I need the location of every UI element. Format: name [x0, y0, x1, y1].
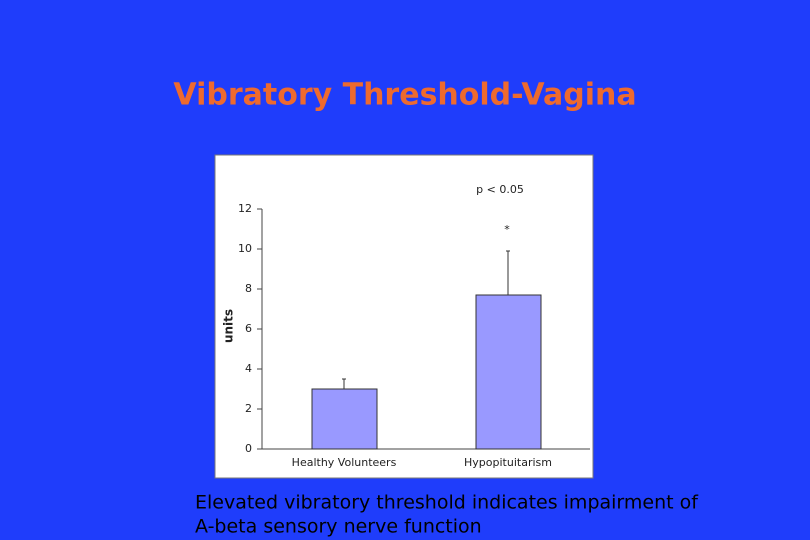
caption-line: Elevated vibratory threshold indicates i… [195, 492, 699, 514]
bar [311, 388, 378, 450]
y-tick-label: 0 [245, 442, 252, 455]
y-tick-label: 4 [245, 362, 252, 375]
y-tick-label: 10 [238, 242, 252, 255]
caption-line: A-beta sensory nerve function [195, 516, 482, 538]
chart-title: Vibratory Threshold-Vagina [173, 78, 636, 113]
y-tick-label: 6 [245, 322, 252, 335]
x-tick-label: Healthy Volunteers [292, 456, 397, 469]
annotation: * [504, 223, 510, 236]
bar [475, 294, 542, 450]
y-axis-label: units [222, 309, 236, 343]
y-tick-label: 2 [245, 402, 252, 415]
annotation: p < 0.05 [476, 183, 524, 196]
x-tick-label: Hypopituitarism [464, 456, 552, 469]
y-tick-label: 12 [238, 202, 252, 215]
error-bar [506, 250, 510, 295]
error-bar [342, 378, 346, 389]
y-tick-label: 8 [245, 282, 252, 295]
